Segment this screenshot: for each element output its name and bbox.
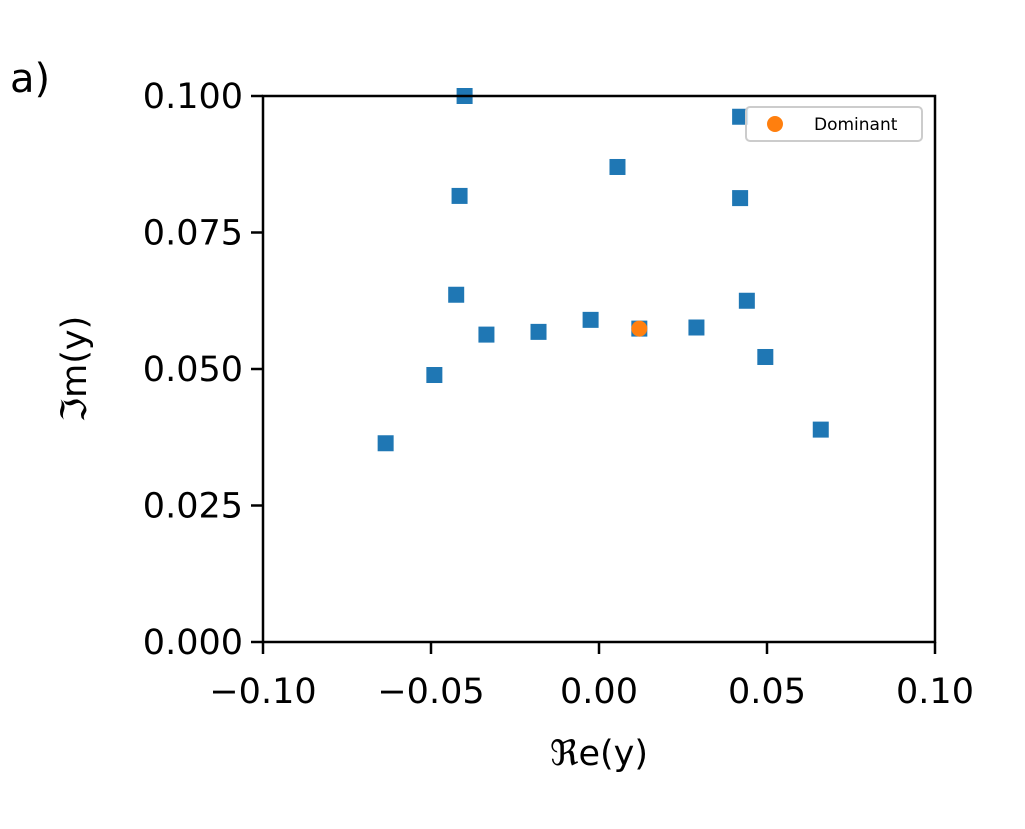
x-tick-label: 0.05 xyxy=(728,672,806,712)
data-point-square xyxy=(426,367,443,384)
y-tick-label: 0.075 xyxy=(143,214,243,254)
y-tick-label: 0.025 xyxy=(143,487,243,527)
data-point-square xyxy=(530,323,547,340)
y-axis-label: ℑm(y) xyxy=(55,316,95,423)
x-tick-label: −0.10 xyxy=(209,672,316,712)
data-point-dominant xyxy=(631,320,648,337)
legend-box xyxy=(745,106,923,142)
x-tick-label: 0.00 xyxy=(560,672,638,712)
data-point-square xyxy=(609,158,626,175)
data-point-square xyxy=(688,319,705,336)
y-tick-label: 0.000 xyxy=(143,623,243,663)
data-point-square xyxy=(738,292,755,309)
y-tick-label: 0.100 xyxy=(143,77,243,117)
x-tick-label: −0.05 xyxy=(377,672,484,712)
data-points xyxy=(377,88,829,452)
data-point-square xyxy=(812,421,829,438)
panel-label: a) xyxy=(10,56,50,102)
x-axis-ticks: −0.10 −0.05 0.00 0.05 0.10 xyxy=(209,642,974,712)
data-point-square xyxy=(757,348,774,365)
y-tick-label: 0.050 xyxy=(143,350,243,390)
x-axis-label: ℜe(y) xyxy=(550,734,648,774)
data-point-square xyxy=(732,108,749,125)
legend-marker-dominant xyxy=(767,116,783,132)
data-point-square xyxy=(478,326,495,343)
plot-frame xyxy=(261,94,937,644)
data-point-square xyxy=(582,311,599,328)
legend: Dominant xyxy=(745,106,923,142)
y-axis-ticks: 0.000 0.025 0.050 0.075 0.100 xyxy=(143,77,263,663)
x-tick-label: 0.10 xyxy=(896,672,974,712)
data-point-square xyxy=(451,187,468,204)
legend-label-dominant: Dominant xyxy=(814,115,898,135)
data-point-square xyxy=(448,286,465,303)
data-point-square xyxy=(377,435,394,452)
data-point-square xyxy=(732,190,749,207)
